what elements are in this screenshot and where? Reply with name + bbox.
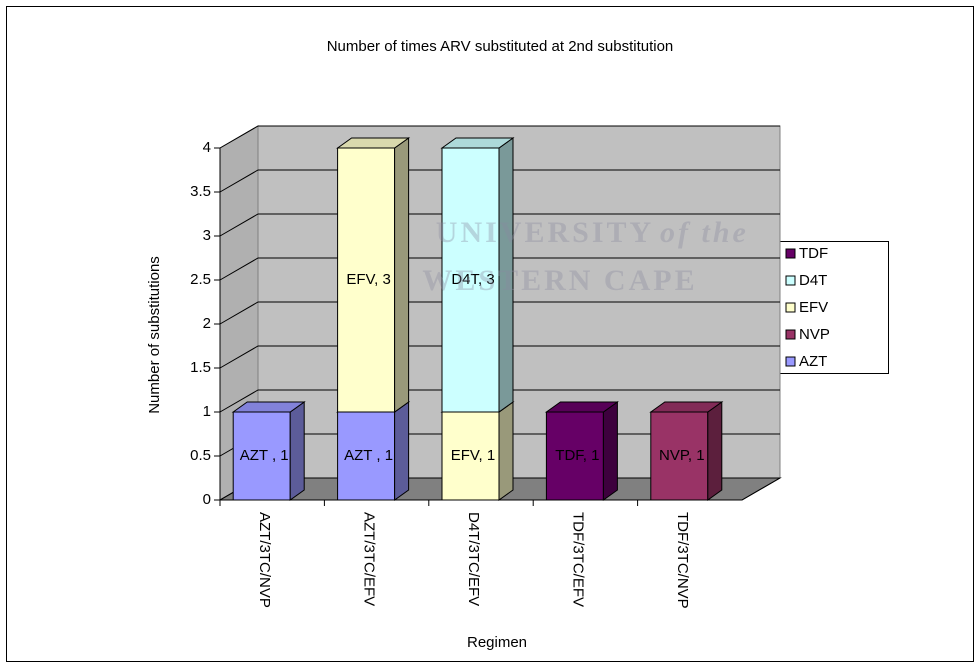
chart: Number of times ARV substituted at 2nd s…: [0, 0, 980, 668]
y-tick-label: 2: [203, 315, 211, 332]
watermark: UNIVERSITY: [436, 216, 654, 249]
chart-title: Number of times ARV substituted at 2nd s…: [327, 38, 674, 55]
data-label: AZT , 1: [344, 447, 393, 464]
y-tick-label: 2.5: [190, 271, 211, 288]
x-axis-title: Regimen: [467, 634, 527, 651]
x-tick-label: TDF/3TC/NVP: [674, 512, 691, 609]
legend-label: AZT: [799, 353, 827, 370]
x-tick-label: AZT/3TC/EFV: [361, 512, 378, 606]
y-tick-label: 1: [203, 403, 211, 420]
data-label: TDF, 1: [555, 447, 599, 464]
legend-swatch: [786, 249, 795, 258]
legend-label: D4T: [799, 272, 827, 289]
legend-label: EFV: [799, 299, 828, 316]
legend-label: TDF: [799, 245, 828, 262]
x-tick-label: AZT/3TC/NVP: [256, 512, 273, 608]
bar-side: [395, 402, 409, 500]
legend-swatch: [786, 330, 795, 339]
watermark: of the: [660, 216, 749, 249]
data-label: EFV, 3: [346, 271, 390, 288]
bar-side: [290, 402, 304, 500]
data-label: AZT , 1: [240, 447, 289, 464]
y-tick-label: 1.5: [190, 359, 211, 376]
x-tick-label: TDF/3TC/EFV: [569, 512, 586, 607]
x-tick-label: D4T/3TC/EFV: [465, 512, 482, 606]
legend-swatch: [786, 303, 795, 312]
data-label: EFV, 1: [451, 447, 495, 464]
y-axis-title: Number of substitutions: [146, 256, 163, 414]
legend-swatch: [786, 357, 795, 366]
y-tick-label: 0: [203, 491, 211, 508]
bar-side: [395, 138, 409, 412]
y-tick-label: 3.5: [190, 183, 211, 200]
legend-swatch: [786, 276, 795, 285]
bar-side: [708, 402, 722, 500]
y-tick-label: 0.5: [190, 447, 211, 464]
y-tick-label: 4: [203, 139, 211, 156]
data-label: NVP, 1: [659, 447, 705, 464]
watermark: WESTERN CAPE: [422, 264, 697, 297]
y-tick-label: 3: [203, 227, 211, 244]
legend-label: NVP: [799, 326, 830, 343]
bar-side: [603, 402, 617, 500]
bar-side: [499, 402, 513, 500]
